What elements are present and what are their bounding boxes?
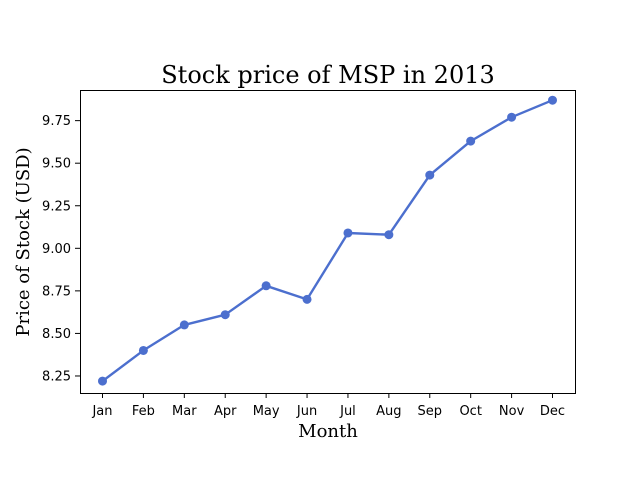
x-tick-label: Jun [296,404,317,419]
x-tick-label: May [253,404,280,419]
data-points [98,95,557,386]
y-tick-label: 8.75 [42,284,71,299]
y-tick-label: 8.25 [42,369,71,384]
data-point [220,310,230,320]
x-tick-label: Jan [91,404,112,419]
x-tick-label: Dec [540,404,565,419]
data-point [507,112,517,122]
data-point [302,294,312,304]
chart-title: Stock price of MSP in 2013 [161,61,495,89]
data-point [343,228,353,238]
x-tick-label: Oct [459,404,481,419]
y-tick-label: 9.75 [42,114,71,129]
data-point [384,230,394,240]
data-point [138,345,148,355]
y-tick-label: 8.50 [42,327,71,342]
x-tick-label: Mar [172,404,197,419]
y-tick-label: 9.00 [42,242,71,257]
y-axis-label: Price of Stock (USD) [13,147,34,336]
x-tick-label: Jul [339,404,356,419]
data-point [466,136,476,146]
data-point [425,170,435,180]
x-tick-label: Aug [376,404,401,419]
data-point [548,95,557,105]
x-tick-label: Feb [132,404,155,419]
data-point [179,320,189,330]
x-axis-ticks: Jan Feb Mar Apr May Jun Jul Aug Sep Oct Nov Dec [91,393,565,419]
y-axis-ticks: 8.25 8.50 8.75 9.00 9.25 9.50 9.75 [42,114,80,384]
x-tick-label: Nov [499,404,525,419]
series-line [101,99,554,383]
data-point [261,281,271,291]
y-tick-label: 9.25 [42,199,71,214]
data-point [98,376,107,386]
x-tick-label: Apr [214,404,237,419]
x-tick-label: Sep [418,404,443,419]
plot-area-frame [80,90,576,394]
y-tick-label: 9.50 [42,157,71,172]
x-axis-label: Month [298,421,358,442]
